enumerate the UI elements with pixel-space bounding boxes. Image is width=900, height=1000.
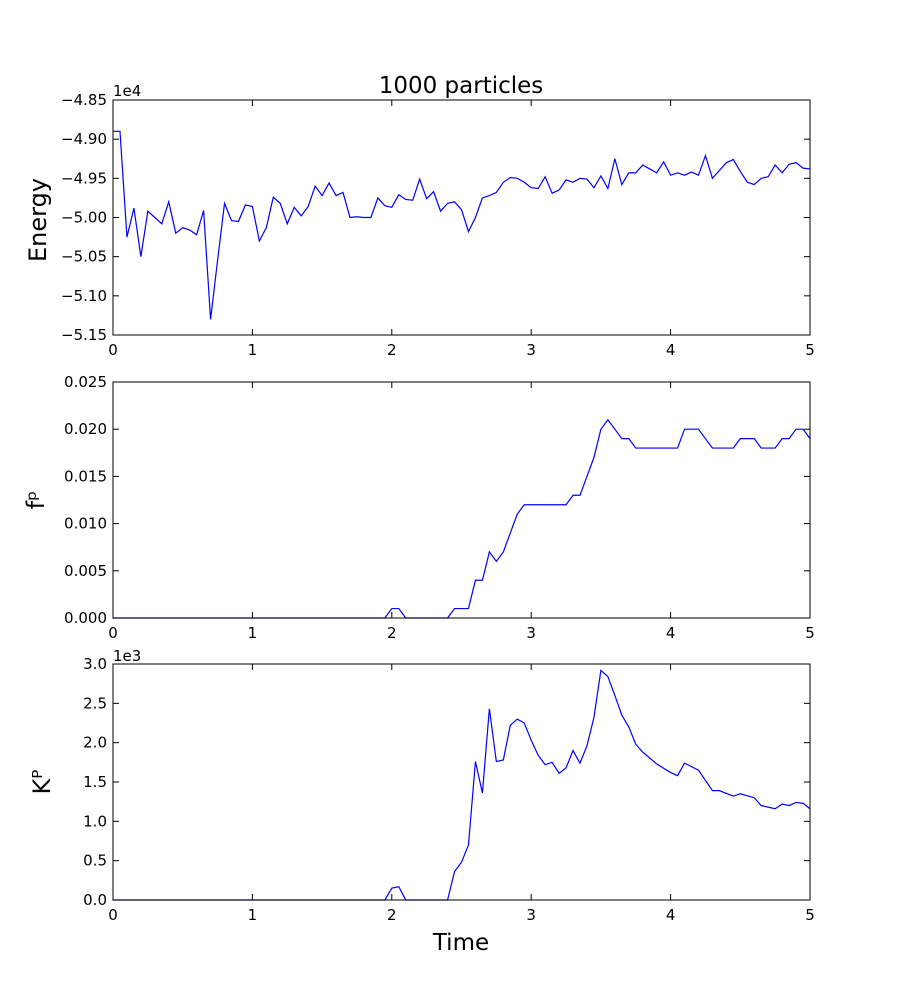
y-tick-label: 0.020 — [64, 420, 107, 438]
x-tick-label: 3 — [526, 906, 536, 924]
x-tick-label: 2 — [387, 906, 397, 924]
x-tick-label: 0 — [108, 624, 118, 642]
y-tick-label: 1.0 — [83, 812, 107, 830]
figure-title: 1000 particles — [379, 73, 544, 99]
y-tick-label: 0.025 — [64, 373, 107, 391]
y-tick-label: −5.15 — [61, 326, 107, 344]
y-tick-label: 0.015 — [64, 467, 107, 485]
y-tick-label: 0.010 — [64, 515, 107, 533]
x-tick-label: 4 — [666, 906, 676, 924]
x-tick-label: 5 — [805, 906, 815, 924]
x-tick-label: 5 — [805, 624, 815, 642]
x-tick-label: 4 — [666, 341, 676, 359]
y-tick-label: 3.0 — [83, 655, 107, 673]
series-line — [113, 418, 811, 619]
y-axis-label: Kᴾ — [28, 770, 56, 795]
y-tick-label: 2.0 — [83, 734, 107, 752]
x-tick-label: 1 — [248, 624, 258, 642]
y-tick-label: 0.005 — [64, 562, 107, 580]
y-tick-label: 1.5 — [83, 773, 107, 791]
x-tick-label: 2 — [387, 341, 397, 359]
x-tick-label: 0 — [108, 906, 118, 924]
y-tick-label: 2.5 — [83, 694, 107, 712]
y-axis-label: fᵖ — [22, 491, 50, 510]
series-line — [113, 669, 811, 901]
y-tick-label: 0.0 — [83, 891, 107, 909]
y-tick-label: 0.000 — [64, 609, 107, 627]
y-tick-label: −4.85 — [61, 91, 107, 109]
y-tick-label: 0.5 — [83, 852, 107, 870]
panel-2: 0 1 2 3 4 5 0.025 0.020 0.015 0.010 0.005 0.000 fᵖ — [22, 373, 815, 642]
panel-1: 0 1 2 3 4 5 −4.85 −4.90 −4.95 −5.00 −5.05 −5.10 −5.1… — [24, 82, 815, 359]
x-tick-label: 1 — [248, 906, 258, 924]
x-axis-label: Time — [432, 930, 489, 956]
panel-3: 0 1 2 3 4 5 3.0 2.5 2.0 1.5 1.0 0.5 0.0 1e3 Kᴾ — [28, 647, 815, 924]
x-tick-label: 2 — [387, 624, 397, 642]
series-line — [113, 130, 811, 320]
panels: 0 1 2 3 4 5 −4.85 −4.90 −4.95 −5.00 −5.05 −5.10 −5.1… — [22, 82, 815, 924]
y-tick-label: −4.95 — [61, 169, 107, 187]
y-axis-label: Energy — [24, 178, 52, 262]
x-tick-label: 4 — [666, 624, 676, 642]
x-tick-label: 5 — [805, 341, 815, 359]
x-tick-label: 1 — [248, 341, 258, 359]
y-tick-label: −4.90 — [61, 130, 107, 148]
y-tick-label: −5.00 — [61, 209, 107, 227]
x-tick-label: 0 — [108, 341, 118, 359]
axis-offset-label: 1e3 — [113, 647, 141, 665]
y-tick-label: −5.10 — [61, 287, 107, 305]
plot-frame — [112, 381, 811, 619]
x-tick-label: 3 — [526, 341, 536, 359]
y-tick-label: −5.05 — [61, 248, 107, 266]
axis-offset-label: 1e4 — [113, 82, 141, 100]
x-tick-label: 3 — [526, 624, 536, 642]
